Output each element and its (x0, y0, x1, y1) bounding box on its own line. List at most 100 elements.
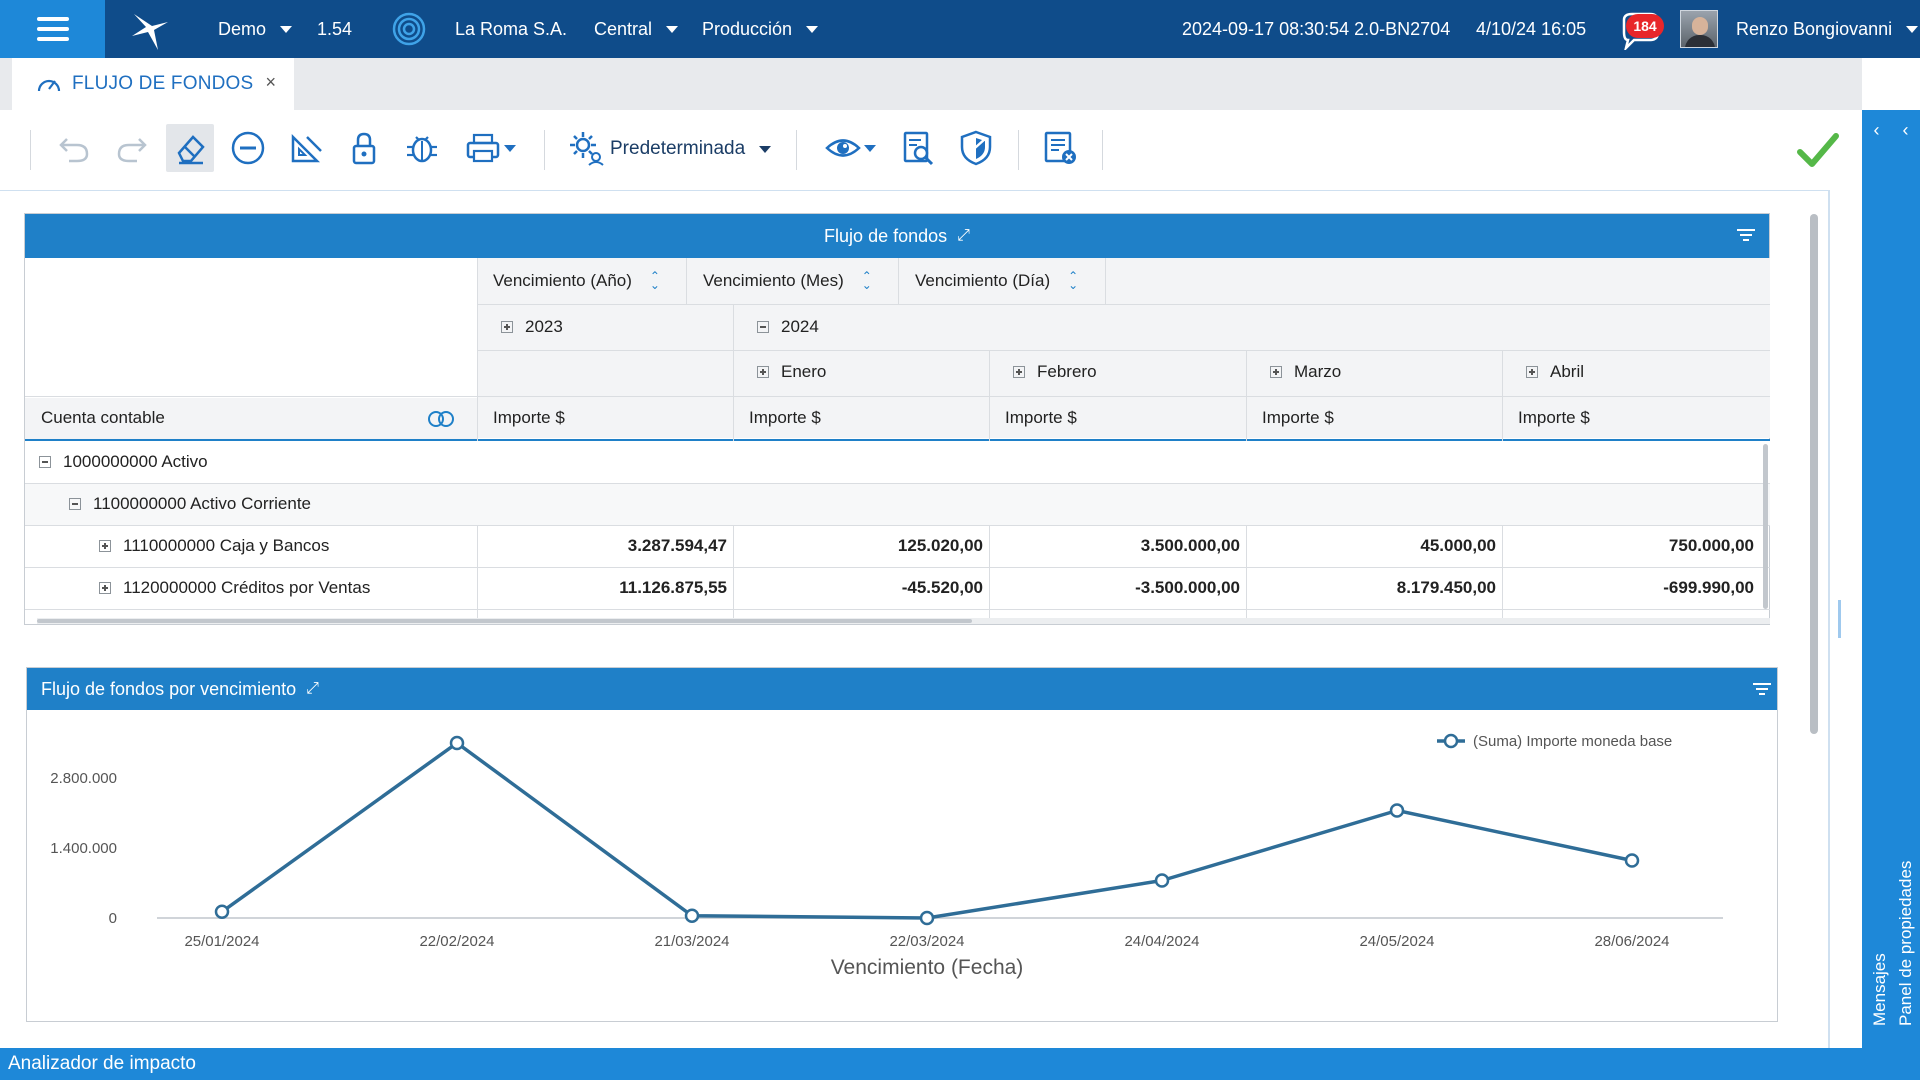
close-icon[interactable]: × (265, 72, 276, 92)
company-label[interactable]: La Roma S.A. (455, 18, 568, 39)
remove-button[interactable] (224, 124, 272, 172)
table-row-label[interactable]: 1100000000 Activo Corriente (69, 483, 311, 525)
redo-button[interactable] (108, 124, 156, 172)
view-button[interactable] (818, 124, 882, 172)
data-point[interactable] (214, 904, 230, 919)
tab-flujo-de-fondos[interactable]: FLUJO DE FONDOS × (12, 58, 294, 110)
table-cell[interactable]: 3.287.594,47 (627, 536, 727, 555)
eraser-button[interactable] (166, 124, 214, 172)
stage-selector[interactable]: Producción (702, 0, 819, 58)
collapse-minus-icon[interactable] (39, 456, 51, 468)
measure-header: Importe $ (749, 408, 821, 427)
table-cell[interactable]: -699.990,00 (1663, 578, 1754, 597)
data-point[interactable] (684, 908, 700, 923)
data-point[interactable] (1389, 803, 1405, 818)
expand-plus-icon[interactable] (99, 582, 111, 594)
table-cell[interactable]: 125.020,00 (897, 536, 983, 555)
lock-button[interactable] (340, 124, 388, 172)
messages-tab[interactable]: Mensajes (1870, 953, 1889, 1026)
table-row-label[interactable]: 1110000000 Caja y Bancos (99, 525, 329, 567)
x-tick-label: 28/06/2024 (1594, 933, 1669, 950)
data-point[interactable] (1624, 853, 1640, 868)
month-header-enero[interactable]: Enero (757, 350, 826, 394)
pivot-horizontal-scrollbar[interactable] (37, 618, 1770, 624)
tab-label: FLUJO DE FONDOS (72, 73, 254, 94)
toggle-icon[interactable] (427, 410, 455, 428)
data-point[interactable] (919, 910, 935, 926)
collapse-left-icon[interactable]: ‹ (1902, 120, 1909, 140)
table-cell[interactable]: 11.126.875,55 (619, 578, 727, 597)
menu-button[interactable] (0, 0, 105, 58)
table-cell[interactable]: 8.179.450,00 (1396, 578, 1496, 597)
debug-button[interactable] (398, 124, 446, 172)
notification-badge[interactable]: 184 (1626, 14, 1664, 38)
target-icon[interactable] (392, 12, 426, 46)
undo-button[interactable] (50, 124, 98, 172)
col-field-year[interactable]: Vencimiento (Año) ⌃ ⌄ (493, 258, 660, 304)
expand-plus-icon[interactable] (1526, 366, 1538, 378)
row-label: 1100000000 Activo Corriente (93, 494, 312, 513)
confirm-icon[interactable] (1796, 130, 1840, 170)
env-selector[interactable]: Demo (218, 0, 293, 58)
datetime-label: 4/10/24 16:05 (1476, 18, 1587, 39)
branch-selector[interactable]: Central (594, 0, 679, 58)
y-tick-label: 2.800.000 (50, 770, 117, 787)
col-field-day[interactable]: Vencimiento (Día) ⌃ ⌄ (915, 258, 1078, 304)
splitter-handle[interactable] (1838, 600, 1841, 638)
sort-icon[interactable]: ⌃ ⌄ (1068, 269, 1079, 292)
print-button[interactable] (458, 124, 522, 172)
profile-selector[interactable]: Predeterminada (610, 132, 772, 166)
content-scrollbar[interactable] (1808, 208, 1818, 1038)
month-header-febrero[interactable]: Febrero (1013, 350, 1097, 394)
month-header-marzo[interactable]: Marzo (1270, 350, 1341, 394)
table-cell[interactable]: -3.500.000,00 (1135, 578, 1240, 597)
legend-label[interactable]: (Suma) Importe moneda base (1473, 733, 1672, 750)
inspect-button[interactable] (894, 124, 942, 172)
expand-plus-icon[interactable] (757, 366, 769, 378)
expand-plus-icon[interactable] (501, 321, 513, 333)
year-header-2023[interactable]: 2023 (501, 304, 563, 350)
expand-plus-icon[interactable] (1270, 366, 1282, 378)
x-tick-label: 22/03/2024 (889, 933, 964, 950)
table-row-label[interactable]: 1000000000 Activo (39, 441, 208, 483)
user-menu[interactable]: Renzo Bongiovanni (1736, 0, 1919, 58)
collapse-minus-icon[interactable] (69, 498, 81, 510)
table-row-label[interactable]: 1120000000 Créditos por Ventas (99, 567, 370, 609)
pivot-vertical-scrollbar[interactable] (1763, 444, 1768, 609)
table-cell[interactable]: 750.000,00 (1668, 536, 1754, 555)
branch-label: Central (594, 18, 653, 39)
profile-label: Predeterminada (610, 138, 746, 159)
filter-icon[interactable] (1737, 229, 1755, 243)
collapse-minus-icon[interactable] (757, 321, 769, 333)
expand-icon[interactable]: ⤢ (306, 680, 319, 697)
month-label: Abril (1550, 362, 1585, 381)
avatar[interactable] (1680, 10, 1718, 48)
clear-list-button[interactable] (1036, 124, 1084, 172)
settings-button[interactable] (564, 124, 608, 172)
chevron-down-icon (759, 145, 772, 153)
security-button[interactable] (952, 124, 1000, 172)
design-button[interactable] (282, 124, 330, 172)
lock-icon (352, 132, 376, 165)
properties-panel-tab[interactable]: Panel de propiedades (1896, 860, 1915, 1026)
sort-icon[interactable]: ⌃ ⌄ (861, 269, 872, 292)
sort-icon[interactable]: ⌃ ⌄ (649, 269, 660, 292)
filter-icon[interactable] (1753, 683, 1771, 697)
row-field-header[interactable]: Cuenta contable (41, 408, 165, 427)
month-header-abril[interactable]: Abril (1526, 350, 1584, 394)
expand-icon[interactable]: ⤢ (957, 227, 970, 244)
col-field-month[interactable]: Vencimiento (Mes) ⌃ ⌄ (703, 258, 872, 304)
data-point[interactable] (1154, 873, 1170, 888)
table-cell[interactable]: -45.520,00 (901, 578, 983, 597)
data-point[interactable] (449, 735, 465, 751)
x-tick-label: 24/05/2024 (1359, 933, 1434, 950)
line-chart: 0 1.400.000 2.800.000 25/01/2024 22/02/2024 2… (50, 733, 1723, 979)
expand-plus-icon[interactable] (99, 540, 111, 552)
expand-plus-icon[interactable] (1013, 366, 1025, 378)
collapse-left-icon[interactable]: ‹ (1873, 120, 1880, 140)
year-header-2024[interactable]: 2024 (757, 304, 819, 350)
chart-widget: Flujo de fondos por vencimiento ⤢ 0 1.400… (26, 667, 1778, 1022)
impact-analyzer-bar[interactable]: Analizador de impacto (0, 1048, 1920, 1080)
table-cell[interactable]: 45.000,00 (1420, 536, 1496, 555)
table-cell[interactable]: 3.500.000,00 (1140, 536, 1240, 555)
